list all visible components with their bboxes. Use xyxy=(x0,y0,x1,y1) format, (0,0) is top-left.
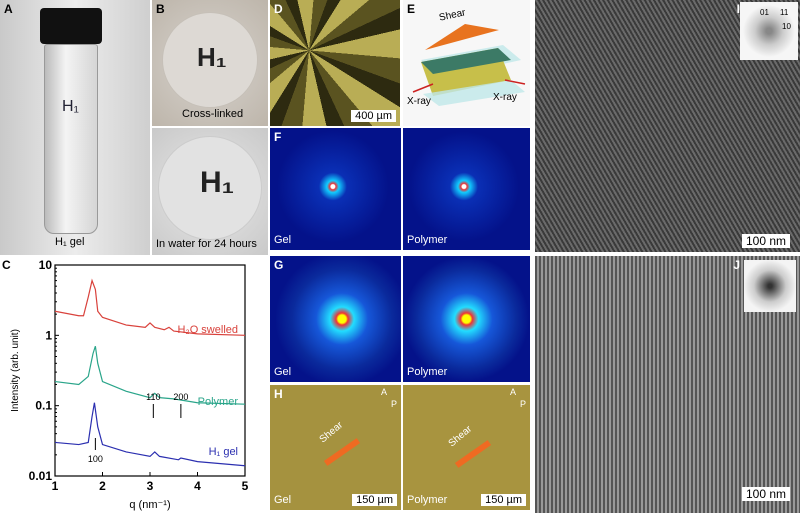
panel-h-polymer: Shear A P Polymer 150 µm xyxy=(403,385,530,510)
x-tick-label: 4 xyxy=(194,479,201,493)
shear-label: Shear xyxy=(446,423,475,450)
panel-label: C xyxy=(2,258,11,272)
scale-bar: 400 µm xyxy=(351,110,396,122)
film-text: H₁ xyxy=(197,42,227,72)
panel-a-vial-photo: A H₁ H₁ gel xyxy=(0,0,150,255)
x-axis-label: q (nm⁻¹) xyxy=(129,499,170,511)
caption: Polymer xyxy=(407,366,448,378)
panel-h-gel: H Shear A P Gel 150 µm xyxy=(270,385,401,510)
y-tick-label: 0.01 xyxy=(29,469,53,483)
x-tick-label: 5 xyxy=(242,479,249,493)
y-axis-label: Intensity (arb. unit) xyxy=(10,329,21,412)
fft-inset: 01 11 10 xyxy=(740,2,798,60)
caption: Gel xyxy=(274,366,292,378)
caption: Gel xyxy=(274,494,292,506)
series-label: H₁ gel xyxy=(209,446,238,458)
panel-label: D xyxy=(274,2,283,16)
y-tick-label: 10 xyxy=(39,258,53,272)
caption: Polymer xyxy=(407,234,448,246)
x-tick-label: 3 xyxy=(147,479,154,493)
polarizer-label: P xyxy=(390,399,397,409)
annotation-label: 200 xyxy=(173,392,188,402)
panel-label: F xyxy=(274,130,282,144)
x-tick-label: 1 xyxy=(52,479,59,493)
panel-f-saxs-gel: F Gel xyxy=(270,128,401,250)
scale-bar: 100 nm xyxy=(741,487,790,501)
caption: H₁ gel xyxy=(55,236,85,248)
caption: Polymer xyxy=(407,494,448,506)
panel-label: G xyxy=(274,258,284,272)
scale-bar: 150 µm xyxy=(352,494,397,506)
vial-cap xyxy=(40,8,102,44)
panel-label: H xyxy=(274,387,283,401)
shear-arrow xyxy=(454,440,492,468)
series-line xyxy=(54,402,246,467)
panel-label: I xyxy=(736,2,740,16)
y-tick-label: 1 xyxy=(45,328,52,342)
x-tick-label: 2 xyxy=(99,479,106,493)
fft-label: 01 xyxy=(760,8,769,17)
annotation-label: 110 xyxy=(146,392,160,402)
caption: In water for 24 hours xyxy=(156,238,257,250)
caption: Gel xyxy=(274,234,292,246)
scale-bar: 100 nm xyxy=(741,234,790,248)
shear-arrow xyxy=(323,438,361,466)
panel-b-top: B H₁ Cross-linked xyxy=(152,0,268,126)
fft-label: 10 xyxy=(782,22,791,31)
analyzer-label: A xyxy=(509,387,516,397)
fft-inset xyxy=(744,260,796,312)
panel-label: B xyxy=(156,2,165,16)
series-line xyxy=(54,278,246,336)
plot-frame xyxy=(54,264,246,477)
vial xyxy=(44,44,98,234)
panel-d-polarized-micrograph: D 400 µm xyxy=(270,0,400,126)
panel-label: J xyxy=(733,258,740,272)
xray-label: X-ray xyxy=(407,96,431,107)
panel-j-tem: J 100 nm xyxy=(535,256,800,513)
xray-label: X-ray xyxy=(493,92,517,103)
panel-b-bottom: H₁ In water for 24 hours xyxy=(152,128,268,255)
film-text: H₁ xyxy=(200,166,235,199)
scale-bar: 150 µm xyxy=(481,494,526,506)
panel-g-saxs-gel: G Gel xyxy=(270,256,401,382)
series-label: H₂O swelled xyxy=(177,324,238,336)
polarizer-label: P xyxy=(519,399,526,409)
panel-label: E xyxy=(407,2,416,16)
annotation-label: 100 xyxy=(88,454,103,464)
series-line xyxy=(54,346,246,405)
series-label: Polymer xyxy=(198,396,239,408)
schematic-drawing xyxy=(412,24,526,106)
panel-label: A xyxy=(4,2,13,16)
panel-f-saxs-polymer: Polymer xyxy=(403,128,530,250)
panel-e-schematic: E Shear X-ray X-ray xyxy=(403,0,530,126)
panel-i-tem: I 01 11 10 100 nm xyxy=(535,0,800,252)
y-tick-label: 0.1 xyxy=(35,399,52,413)
caption: Cross-linked xyxy=(182,108,244,120)
vial-text: H₁ xyxy=(62,98,79,115)
analyzer-label: A xyxy=(380,387,387,397)
shear-label: Shear xyxy=(317,419,346,446)
fft-label: 11 xyxy=(780,8,789,17)
panel-g-saxs-polymer: Polymer xyxy=(403,256,530,382)
